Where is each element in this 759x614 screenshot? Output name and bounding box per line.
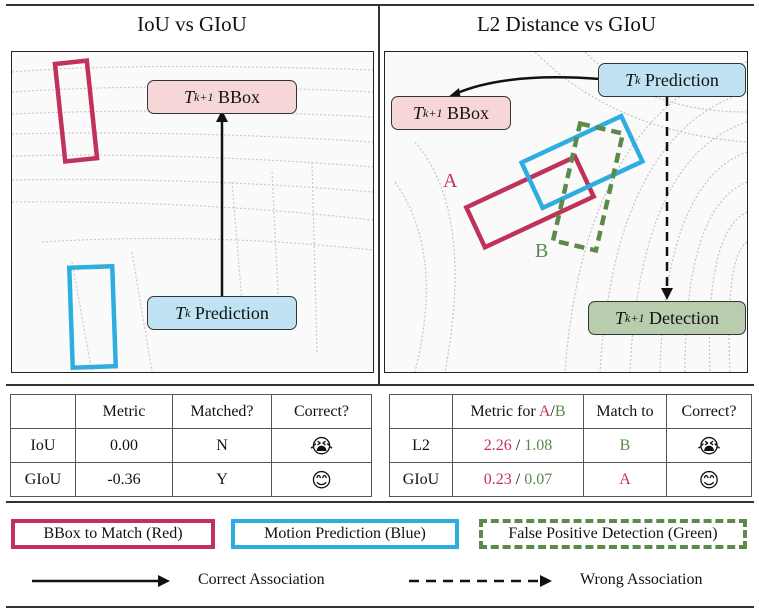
right-next-bbox-t: T <box>413 102 424 123</box>
legend-red-label: BBox to Match (Red) <box>43 525 183 542</box>
crying-face-icon: 😭 <box>271 428 372 463</box>
table-header-row: Metric Matched? Correct? <box>10 394 372 429</box>
legend-green-box: False Positive Detection (Green) <box>479 519 747 549</box>
legend-blue-label: Motion Prediction (Blue) <box>264 525 426 542</box>
left-next-bbox-t: T <box>184 86 195 107</box>
legend-green-label: False Positive Detection (Green) <box>508 525 718 542</box>
header-cell: Match to <box>583 394 667 429</box>
matched-value: N <box>172 428 272 463</box>
a-value: 2.26 <box>483 436 512 454</box>
header-cell: Matched? <box>172 394 272 429</box>
header-cell: Metric <box>75 394 173 429</box>
header-slash: / <box>550 402 555 420</box>
table-row: GIoU 0.23 / 0.07 A 😊 <box>389 462 752 497</box>
table-row: L2 2.26 / 1.08 B 😭 <box>389 428 752 463</box>
left-blue-prediction <box>66 263 119 371</box>
mid-rule <box>6 384 754 386</box>
left-arrow-head <box>216 110 228 122</box>
right-next-bbox-sub: k+1 <box>423 105 443 120</box>
right-wrong-arrow-head <box>661 288 673 300</box>
matched-value: Y <box>172 462 272 497</box>
header-cell <box>389 394 453 429</box>
left-prediction-rest: Prediction <box>190 302 269 323</box>
header-b: B <box>554 402 566 420</box>
legend-blue-box: Motion Prediction (Blue) <box>231 519 459 549</box>
left-red-bbox <box>52 58 100 164</box>
top-rule <box>6 4 754 6</box>
metric-pair: 2.26 / 1.08 <box>452 428 584 463</box>
left-next-bbox-rest: BBox <box>213 86 260 107</box>
metric-for-text: Metric for <box>470 402 539 420</box>
header-cell: Correct? <box>666 394 752 429</box>
metric-pair: 0.23 / 0.07 <box>452 462 584 497</box>
table-header-row: Metric for A/B Match to Correct? <box>389 394 752 429</box>
box-a-letter: A <box>443 170 458 192</box>
legend-correct-association: Correct Association <box>198 571 325 588</box>
header-cell: Correct? <box>271 394 372 429</box>
pair-separator: / <box>511 436 525 454</box>
header-a: A <box>538 402 551 420</box>
panel-divider <box>378 4 380 384</box>
box-b-letter: B <box>535 240 549 262</box>
legend-red-box: BBox to Match (Red) <box>11 519 215 549</box>
legend-wrong-association: Wrong Association <box>580 571 703 588</box>
table-row: IoU 0.00 N 😭 <box>10 428 372 463</box>
header-cell <box>10 394 76 429</box>
metric-value: 0.00 <box>75 428 173 463</box>
row-name: L2 <box>389 428 453 463</box>
solid-arrow-head <box>158 575 170 587</box>
right-next-bbox-rest: BBox <box>442 102 489 123</box>
row-name: GIoU <box>10 462 76 497</box>
bottom-rule <box>6 606 754 608</box>
legend-arrows <box>32 575 552 587</box>
b-value: 0.07 <box>524 470 553 488</box>
right-red-box-a <box>463 153 597 251</box>
right-detection-rest: Detection <box>644 307 719 328</box>
right-prediction-sub: k <box>635 72 641 87</box>
pair-separator: / <box>511 470 525 488</box>
b-value: 1.08 <box>524 436 553 454</box>
row-name: IoU <box>10 428 76 463</box>
right-detection-t: T <box>615 307 626 328</box>
right-prediction-t: T <box>625 69 636 90</box>
right-correct-arrow <box>454 76 601 96</box>
metric-value: -0.36 <box>75 462 173 497</box>
right-panel-title: L2 Distance vs GIoU <box>476 12 657 36</box>
left-panel-title: IoU vs GIoU <box>137 12 247 36</box>
left-metric-table: Metric Matched? Correct? IoU 0.00 N 😭 GI… <box>10 394 372 497</box>
left-prediction-sub: k <box>185 305 191 320</box>
left-next-bbox-sub: k+1 <box>194 89 214 104</box>
table-row: GIoU -0.36 Y 😊 <box>10 462 372 497</box>
a-value: 0.23 <box>483 470 512 488</box>
left-prediction-t: T <box>175 302 186 323</box>
legend-rule <box>6 501 754 503</box>
dashed-arrow-head <box>540 575 552 587</box>
match-value: A <box>583 462 667 497</box>
right-prediction-rest: Prediction <box>640 69 719 90</box>
smiling-face-icon: 😊 <box>666 462 752 497</box>
row-name: GIoU <box>389 462 453 497</box>
right-metric-table: Metric for A/B Match to Correct? L2 2.26… <box>389 394 752 497</box>
right-blue-prediction <box>518 113 646 211</box>
right-detection-sub: k+1 <box>625 310 645 325</box>
smiling-face-icon: 😊 <box>271 462 372 497</box>
match-value: B <box>583 428 667 463</box>
crying-face-icon: 😭 <box>666 428 752 463</box>
header-cell: Metric for A/B <box>452 394 584 429</box>
